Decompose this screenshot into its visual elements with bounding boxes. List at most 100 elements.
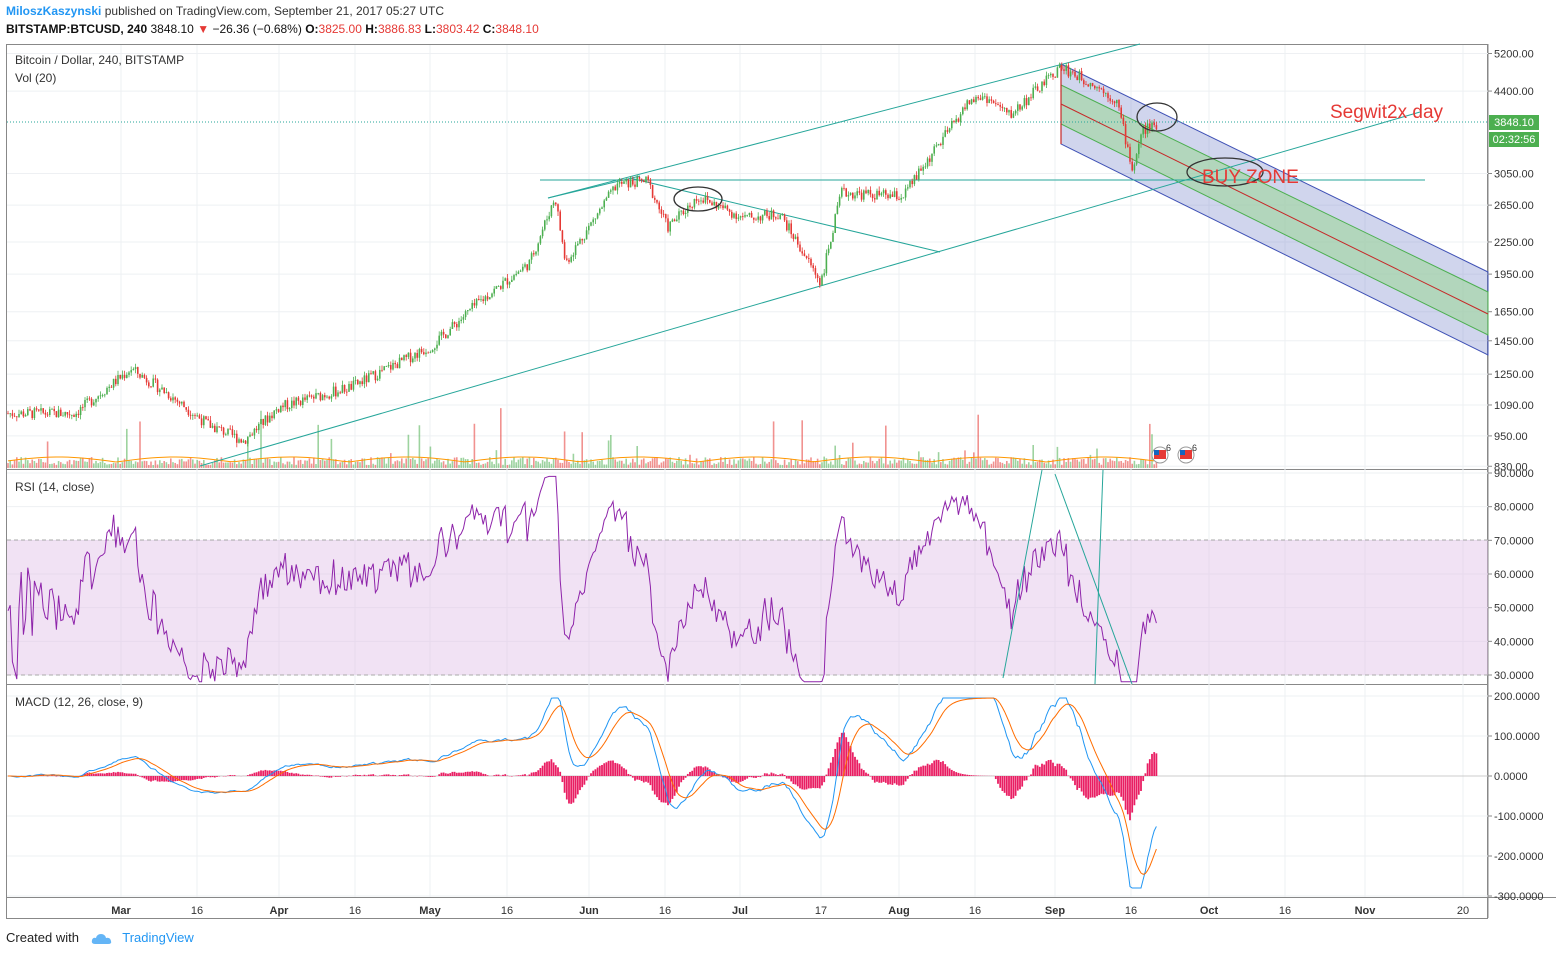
pitchfork-median-line[interactable] [1060, 103, 1489, 315]
volume-bar [810, 457, 812, 468]
macd-histogram-bar [616, 763, 619, 776]
volume-bar [695, 458, 698, 468]
candle-body [84, 400, 86, 408]
upper-channel-line[interactable] [547, 43, 1141, 199]
volume-bar [317, 424, 319, 468]
price-axis[interactable]: 5200.004400.003050.002650.002250.001950.… [1488, 48, 1544, 903]
volume-bar [264, 458, 267, 468]
macd-histogram-bar [964, 774, 966, 776]
volume-bar [137, 462, 139, 468]
time-axis[interactable]: Mar 16 Apr 16 May 16 Jun 16 Jul 17 Aug 16 Sep 16 Oct 16… [111, 905, 1469, 917]
volume-bar [242, 459, 245, 468]
macd-histogram-bar [601, 764, 603, 776]
volume-bar [359, 462, 361, 468]
candle-body [1058, 65, 1061, 68]
rsi-trend-line[interactable] [1094, 469, 1104, 685]
candle-body [165, 392, 168, 394]
volume-bar [1043, 462, 1045, 468]
volume-bar [130, 460, 132, 468]
volume-bar [1124, 459, 1127, 468]
candle-body [574, 245, 577, 256]
macd-histogram-bar [334, 776, 337, 777]
macd-histogram-bar [1115, 776, 1118, 793]
volume-bar [387, 457, 390, 468]
volume-bar [128, 460, 130, 468]
buy-zone-label[interactable]: BUY ZONE [1202, 167, 1299, 188]
volume-bar [799, 464, 801, 468]
macd-histogram-bar [1089, 776, 1092, 798]
macd-histogram-bar [429, 776, 432, 777]
tradingview-link[interactable]: TradingView [122, 930, 194, 945]
candle-body [1109, 98, 1111, 101]
volume-bar [933, 459, 935, 468]
macd-histogram-bar [112, 772, 115, 776]
volume-bar [315, 464, 317, 468]
time-axis-label: 16 [1279, 905, 1291, 917]
chart-area[interactable]: Segwit2x day BUY ZONE 6 6 Bitcoin / Doll… [0, 0, 1556, 920]
volume-bar [1052, 459, 1054, 468]
macd-histogram-bar [123, 773, 126, 776]
candle-body [1083, 80, 1085, 85]
macd-histogram-bar [480, 772, 482, 776]
volume-bar [682, 464, 685, 468]
rsi-trend-line[interactable] [1002, 469, 1043, 679]
price-axis-label: 2650.00 [1494, 200, 1534, 212]
candle-body [1025, 98, 1028, 106]
macd-histogram-bar [862, 770, 865, 776]
candle-body [343, 384, 346, 392]
rsi-trend-line[interactable] [1054, 473, 1133, 685]
candle-body [792, 234, 795, 239]
candle-body [713, 201, 715, 206]
volume-bar [172, 462, 174, 468]
volume-bar [577, 460, 579, 468]
volume-bar [1078, 461, 1081, 468]
volume-bar [1017, 460, 1019, 468]
symbol-label: BITSTAMP:BTCUSD, 240 [6, 22, 148, 36]
candle-body [959, 114, 962, 122]
time-axis-label: Mar [111, 905, 131, 917]
candle-body [108, 386, 110, 388]
annotation-ellipse[interactable] [1136, 102, 1178, 132]
macd-histogram-bar [378, 775, 381, 776]
time-axis-label: 17 [815, 905, 827, 917]
peak-connector-line[interactable] [547, 175, 641, 199]
volume-bar [1153, 464, 1155, 468]
candle-body [35, 408, 38, 410]
volume-bar [942, 459, 944, 468]
macd-histogram-bar [620, 766, 623, 776]
volume-bar [964, 450, 966, 468]
candle-body [700, 200, 702, 202]
volume-bar [1041, 459, 1043, 468]
author-name[interactable]: MiloszKaszynski [6, 4, 102, 18]
candle-body [748, 212, 751, 215]
lower-channel-line[interactable] [199, 111, 1421, 467]
candle-body [467, 310, 469, 312]
volume-bar [779, 464, 781, 468]
candle-body [1135, 154, 1138, 165]
candle-body [867, 189, 869, 194]
macd-histogram-bar [42, 775, 45, 776]
annotation-ellipse[interactable] [1186, 157, 1264, 187]
volume-bar [167, 464, 170, 468]
macd-histogram-bar [682, 776, 685, 780]
candle-body [273, 410, 275, 419]
volume-bar [97, 463, 99, 468]
candle-body [130, 370, 132, 373]
volume-bar [227, 462, 229, 468]
volume-bar [1074, 459, 1076, 468]
macd-histogram-bar [139, 776, 141, 777]
segwit-label[interactable]: Segwit2x day [1330, 102, 1444, 123]
us-flag-canton [1154, 450, 1159, 455]
macd-histogram-bar [999, 776, 1002, 788]
macd-histogram-bar [103, 773, 106, 776]
candle-body [843, 187, 845, 189]
event-flag[interactable]: 6 [1177, 443, 1197, 464]
event-flag[interactable]: 6 [1151, 443, 1171, 464]
macd-histogram-bar [675, 776, 678, 793]
macd-histogram-bar [552, 762, 555, 776]
volume-bar [1120, 460, 1122, 468]
annotation-ellipse[interactable] [673, 186, 723, 212]
volume-bar [286, 461, 289, 468]
candle-body [750, 212, 753, 218]
rsi-axis-label: 60.0000 [1494, 569, 1534, 581]
